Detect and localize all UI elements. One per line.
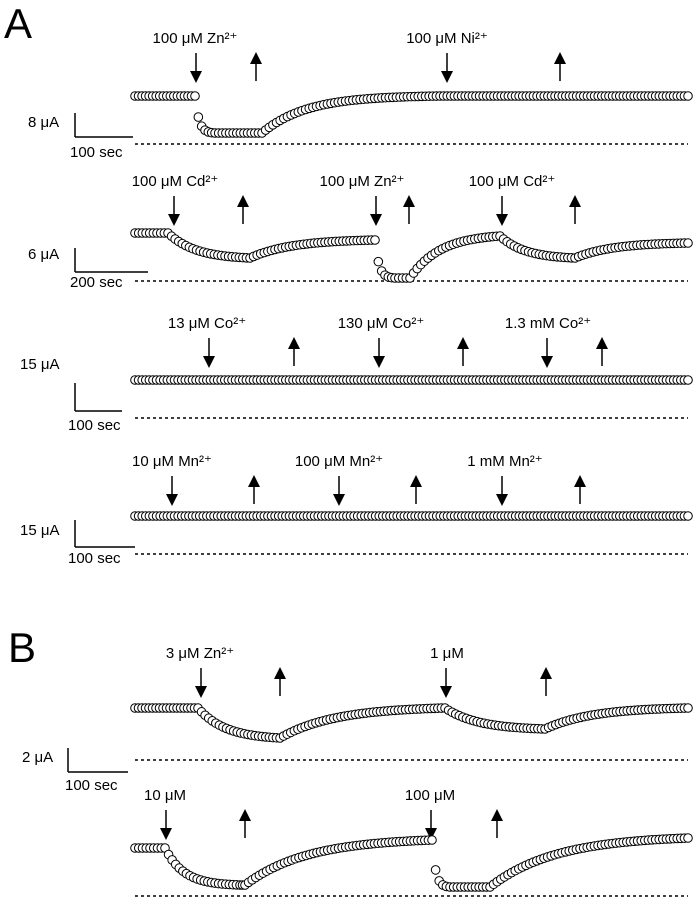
trace-point [683,375,693,385]
application-label: 100 μM Mn²⁺ [295,453,383,470]
application-label: 100 μM Ni²⁺ [406,30,488,47]
application-label: 100 μM Cd²⁺ [469,173,556,190]
trace-point [430,865,441,875]
scale-current: 8 μA [28,114,59,131]
application-label: 1.3 mM Co²⁺ [505,315,591,332]
trace-point [683,833,693,843]
trace-point [193,112,204,122]
trace-point [683,703,693,713]
scale-current: 6 μA [28,246,59,263]
scale-current: 15 μA [20,356,60,373]
panel-label: B [8,624,36,671]
trace-point [683,238,693,248]
application-label: 1 μM [430,645,464,662]
application-label: 100 μM Cd²⁺ [132,173,219,190]
application-label: 10 μM Mn²⁺ [132,453,212,470]
scale-time: 100 sec [65,777,118,794]
scale-time: 100 sec [68,417,121,434]
application-label: 130 μM Co²⁺ [338,315,425,332]
trace-point [683,511,693,521]
scale-current: 15 μA [20,522,60,539]
panel-label: A [4,0,32,47]
trace-point [373,256,384,267]
application-label: 13 μM Co²⁺ [168,315,246,332]
scale-current: 2 μA [22,749,53,766]
application-label: 100 μM [405,787,455,804]
application-label: 100 μM Zn²⁺ [153,30,238,47]
trace-point [370,235,380,245]
trace-point [190,91,200,101]
application-label: 10 μM [144,787,186,804]
trace-point [427,835,437,845]
scale-time: 100 sec [68,550,121,567]
application-label: 3 μM Zn²⁺ [166,645,234,662]
scale-time: 100 sec [70,144,123,161]
application-label: 1 mM Mn²⁺ [467,453,542,470]
trace-point [683,91,693,101]
application-label: 100 μM Zn²⁺ [320,173,405,190]
scale-time: 200 sec [70,274,123,291]
